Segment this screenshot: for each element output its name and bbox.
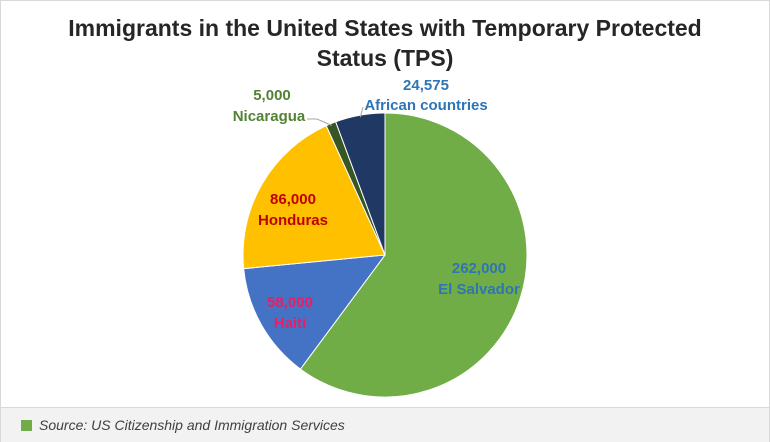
chart-title-line-2: Status (TPS) [316, 45, 454, 71]
data-label-african-countries-name: African countries [364, 97, 487, 114]
data-label-honduras-name: Honduras [258, 212, 328, 229]
data-label-nicaragua-name: Nicaragua [233, 108, 306, 125]
pie-slices [242, 112, 528, 398]
source-swatch [21, 419, 32, 431]
source-text: Source: US Citizenship and Immigration S… [39, 417, 345, 433]
pie-slice-el-salvador [299, 112, 528, 398]
pie-slice-haiti [243, 254, 387, 370]
chart-title-line-1: Immigrants in the United States with Tem… [68, 15, 702, 41]
data-label-african-countries-value: 24,575 [403, 77, 449, 94]
leader-line-nicaragua [307, 118, 332, 126]
data-label-honduras-value: 86,000 [270, 191, 316, 208]
data-label-el-salvador-value: 262,000 [452, 260, 506, 277]
data-label-nicaragua-value: 5,000 [253, 87, 291, 104]
leader-lines [307, 106, 364, 126]
data-label-haiti-name: Haiti [274, 315, 307, 332]
chart-title: Immigrants in the United States with Tem… [1, 13, 769, 73]
pie-slice-african-countries [335, 112, 386, 256]
source-bar: Source: US Citizenship and Immigration S… [1, 407, 769, 442]
data-label-el-salvador-name: El Salvador [438, 281, 520, 298]
data-label-haiti-value: 58,000 [267, 294, 313, 311]
pie-chart: 262,000 El Salvador 58,000 Haiti 86,000 … [233, 77, 528, 398]
pie-slice-honduras [242, 125, 386, 270]
leader-line-african-countries [359, 106, 364, 118]
